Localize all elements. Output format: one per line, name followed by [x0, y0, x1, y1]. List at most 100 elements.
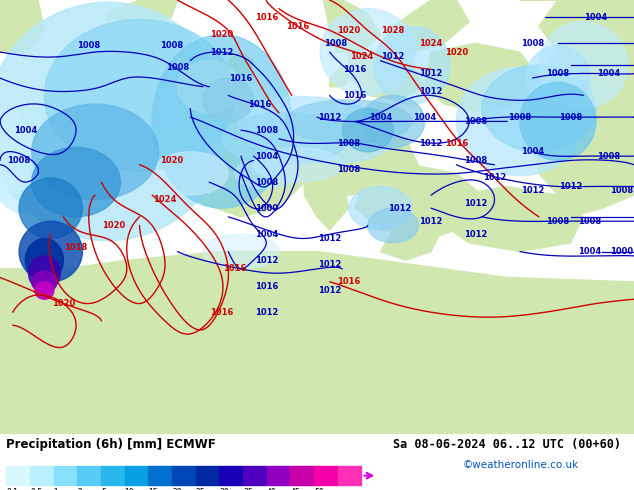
Text: 1020: 1020: [160, 156, 183, 165]
Text: 1016: 1016: [344, 91, 366, 100]
Bar: [148, 466, 172, 486]
Polygon shape: [380, 217, 444, 260]
Text: 1012: 1012: [483, 173, 506, 182]
Text: 1024: 1024: [350, 52, 373, 61]
Text: 1012: 1012: [388, 204, 411, 213]
Text: 1016: 1016: [230, 74, 252, 82]
Polygon shape: [266, 122, 418, 195]
Text: 1008: 1008: [255, 178, 278, 187]
Text: 1012: 1012: [318, 113, 341, 122]
Ellipse shape: [0, 108, 32, 195]
Text: 1016: 1016: [223, 265, 246, 273]
Text: 1016: 1016: [255, 282, 278, 291]
Polygon shape: [520, 0, 634, 108]
Text: 1028: 1028: [382, 26, 404, 35]
Polygon shape: [425, 44, 539, 113]
Ellipse shape: [19, 221, 82, 282]
Text: 1008: 1008: [547, 69, 569, 78]
Ellipse shape: [152, 152, 228, 195]
Bar: [219, 466, 243, 486]
Text: 1004: 1004: [521, 147, 544, 156]
Text: 50: 50: [314, 489, 324, 490]
Text: 1020: 1020: [210, 30, 233, 39]
Ellipse shape: [235, 158, 298, 189]
Text: 1008: 1008: [597, 151, 620, 161]
Ellipse shape: [456, 67, 583, 175]
Ellipse shape: [0, 149, 70, 215]
Text: 0.1: 0.1: [6, 489, 18, 490]
Text: 10: 10: [125, 489, 134, 490]
Ellipse shape: [44, 20, 235, 172]
Text: 1016: 1016: [337, 277, 360, 286]
Text: 1012: 1012: [382, 52, 404, 61]
Bar: [314, 466, 338, 486]
Text: 1004: 1004: [255, 151, 278, 161]
Text: 1008: 1008: [325, 39, 347, 48]
Ellipse shape: [203, 78, 254, 122]
Text: 45: 45: [290, 489, 300, 490]
Bar: [30, 466, 54, 486]
Polygon shape: [349, 52, 425, 100]
Text: 1012: 1012: [420, 69, 443, 78]
Polygon shape: [171, 78, 203, 113]
Ellipse shape: [222, 113, 349, 165]
Text: 1008: 1008: [166, 63, 189, 72]
Ellipse shape: [178, 61, 241, 113]
Text: 1008: 1008: [578, 217, 601, 226]
Polygon shape: [520, 96, 634, 217]
Polygon shape: [304, 165, 349, 230]
Text: 25: 25: [196, 489, 205, 490]
Polygon shape: [444, 187, 583, 251]
Text: 1020: 1020: [103, 221, 126, 230]
Bar: [172, 466, 196, 486]
Text: 1008: 1008: [521, 39, 544, 48]
Text: 1020: 1020: [52, 299, 75, 308]
Bar: [267, 466, 290, 486]
Polygon shape: [387, 0, 469, 52]
Text: 1008: 1008: [77, 41, 100, 50]
Ellipse shape: [342, 108, 393, 152]
Text: 1016: 1016: [344, 65, 366, 74]
Ellipse shape: [526, 46, 590, 111]
Text: 30: 30: [219, 489, 229, 490]
Text: 40: 40: [267, 489, 276, 490]
Polygon shape: [323, 0, 380, 52]
Polygon shape: [190, 78, 235, 117]
Text: 1016: 1016: [249, 99, 271, 109]
Text: 20: 20: [172, 489, 182, 490]
Ellipse shape: [320, 9, 415, 96]
Text: 1000: 1000: [255, 204, 278, 213]
Text: 1000: 1000: [610, 247, 633, 256]
Text: 1008: 1008: [508, 113, 531, 122]
Text: 35: 35: [243, 489, 253, 490]
Text: 15: 15: [148, 489, 158, 490]
Ellipse shape: [0, 2, 228, 241]
Text: Sa 08-06-2024 06..12 UTC (00+60): Sa 08-06-2024 06..12 UTC (00+60): [393, 438, 621, 451]
Ellipse shape: [25, 239, 63, 282]
Text: 1012: 1012: [318, 234, 341, 243]
Ellipse shape: [29, 256, 60, 291]
Text: 1012: 1012: [210, 48, 233, 56]
Ellipse shape: [361, 96, 425, 147]
Polygon shape: [355, 165, 482, 239]
Polygon shape: [158, 113, 304, 217]
Text: 1012: 1012: [420, 139, 443, 147]
Bar: [196, 466, 219, 486]
Ellipse shape: [238, 97, 396, 164]
Text: 1004: 1004: [585, 13, 607, 22]
Ellipse shape: [152, 35, 292, 208]
Text: 1008: 1008: [255, 125, 278, 135]
Ellipse shape: [349, 187, 412, 230]
Text: 1012: 1012: [559, 182, 582, 191]
Polygon shape: [209, 52, 254, 91]
Text: 1012: 1012: [521, 186, 544, 196]
Text: 1004: 1004: [255, 230, 278, 239]
Polygon shape: [0, 0, 44, 52]
Text: 2: 2: [77, 489, 82, 490]
Bar: [77, 466, 101, 486]
Text: 1018: 1018: [65, 243, 87, 252]
Text: 1004: 1004: [14, 125, 37, 135]
Text: 1: 1: [54, 489, 58, 490]
Text: 1008: 1008: [337, 165, 360, 173]
Text: 1012: 1012: [318, 260, 341, 269]
